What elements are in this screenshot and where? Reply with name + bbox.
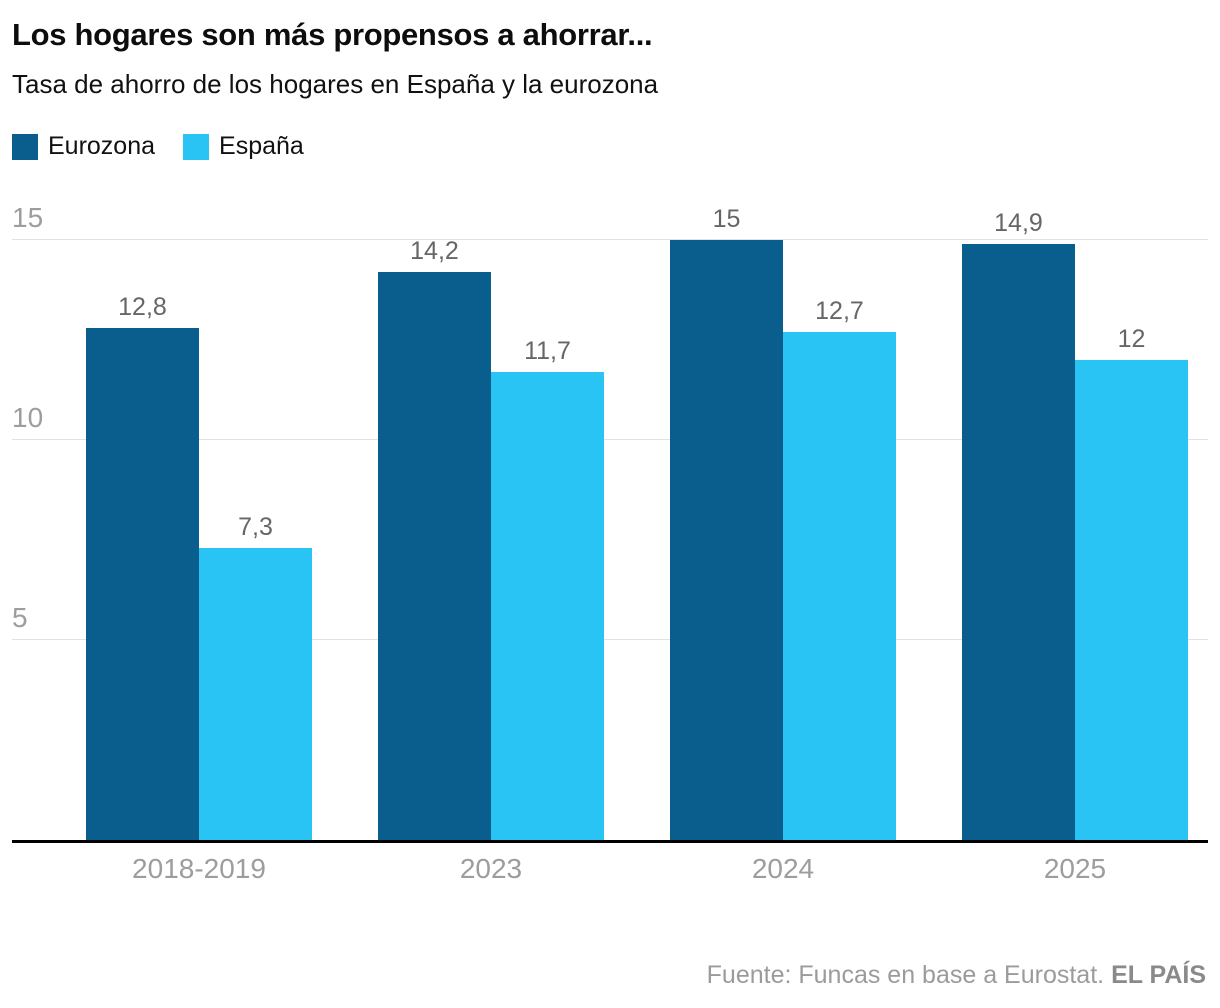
source-text: Fuente: Funcas en base a Eurostat.: [706, 961, 1105, 989]
value-label: 14,2: [410, 237, 459, 266]
plot-area: 12,8 7,3 14,2 11,7 15 12,7 14,9 12 5 10 15: [12, 195, 1208, 844]
bar-column: 14,9: [962, 209, 1075, 841]
value-label: 12,7: [815, 297, 864, 326]
x-axis-label: 2024: [751, 853, 815, 885]
y-axis-tick: 5: [12, 602, 28, 634]
legend-label: Eurozona: [48, 132, 156, 161]
legend: Eurozona España: [12, 132, 1208, 161]
value-label: 7,3: [238, 513, 273, 542]
x-axis-label: 2025: [1043, 853, 1107, 885]
value-label: 15: [712, 205, 741, 234]
bar-group-2018-2019: 12,8 7,3: [86, 195, 312, 841]
y-axis-tick: 15: [12, 202, 44, 234]
bar-groups: 12,8 7,3 14,2 11,7 15 12,7 14,9 12: [12, 195, 1208, 841]
value-label: 14,9: [994, 209, 1043, 238]
y-axis-tick: 10: [12, 402, 44, 434]
bar-column: 12,7: [783, 297, 896, 841]
bar-column: 12: [1075, 325, 1188, 841]
bar-group-2025: 14,9 12: [962, 195, 1188, 841]
bar-group-2023: 14,2 11,7: [378, 195, 604, 841]
bar-eurozona: [962, 244, 1075, 841]
bar-column: 14,2: [378, 237, 491, 841]
value-label: 12,8: [118, 293, 167, 322]
x-axis-label: 2018-2019: [132, 853, 266, 885]
legend-item-españa: España: [183, 132, 304, 161]
bar-españa: [783, 332, 896, 841]
source-line: Fuente: Funcas en base a Eurostat. EL PA…: [707, 961, 1206, 990]
bar-españa: [1075, 360, 1188, 841]
page-subtitle: Tasa de ahorro de los hogares en España …: [12, 69, 659, 100]
gridline: [12, 439, 1208, 441]
legend-label: España: [219, 132, 304, 161]
bar-column: 7,3: [199, 513, 312, 841]
gridline: [12, 639, 1208, 641]
bar-eurozona: [670, 240, 783, 841]
bar-column: 12,8: [86, 293, 199, 841]
bar-españa: [491, 372, 604, 841]
brand-text: EL PAÍS: [1111, 961, 1206, 989]
legend-item-eurozona: Eurozona: [12, 132, 155, 161]
value-label: 11,7: [524, 337, 571, 366]
bar-eurozona: [86, 328, 199, 841]
bar-group-2024: 15 12,7: [670, 195, 896, 841]
value-label: 12: [1117, 325, 1146, 354]
bar-column: 15: [670, 205, 783, 841]
chart: 12,8 7,3 14,2 11,7 15 12,7 14,9 12 5 10 15 2018-2…: [12, 195, 1208, 885]
bar-column: 11,7: [491, 337, 604, 841]
page-title: Los hogares son más propensos a ahorrar.…: [12, 17, 653, 52]
bar-eurozona: [378, 272, 491, 841]
bar-españa: [199, 548, 312, 841]
legend-swatch: [183, 133, 210, 160]
x-axis-labels: 2018-2019 2023 2024 2025: [12, 853, 1208, 885]
x-axis-label: 2023: [459, 853, 523, 885]
gridline: [12, 239, 1208, 241]
legend-swatch: [12, 133, 38, 160]
